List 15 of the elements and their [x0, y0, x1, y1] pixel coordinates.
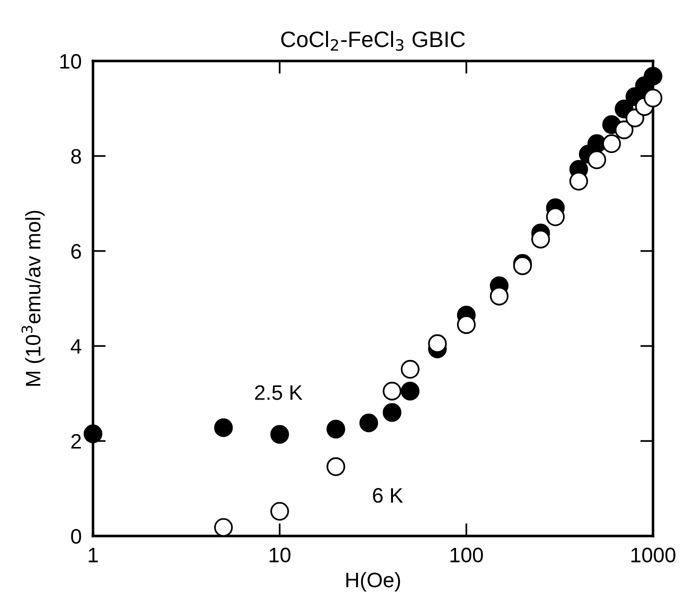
- y-tick-label: 0: [71, 529, 82, 544]
- x-tick-label: 1: [88, 548, 98, 562]
- y-tick-label: 8: [71, 149, 81, 164]
- series-label: 2.5 K: [255, 385, 302, 400]
- y-tick-label: 2: [71, 434, 81, 449]
- y-tick-label: 10: [60, 54, 82, 69]
- chart-title: CoCl$_{2}$-FeCl$_{3}$ GBIC: [281, 30, 465, 51]
- y-tick-label: 4: [70, 339, 82, 354]
- series-label: 6 K: [373, 488, 404, 503]
- y-axis-title: M (10$^{3}$emu/av mol): [21, 210, 45, 386]
- y-tick-label: 6: [71, 244, 81, 259]
- x-axis-title: H(Oe): [346, 572, 400, 592]
- x-tick-label: 10: [270, 548, 290, 562]
- x-tick-label: 100: [450, 548, 483, 562]
- x-tick-label: 1000: [631, 548, 676, 562]
